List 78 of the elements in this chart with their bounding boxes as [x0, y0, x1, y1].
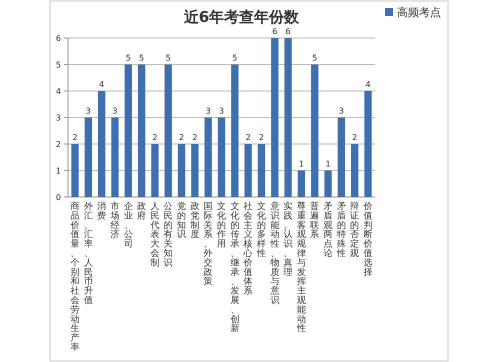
- x-tick-label: 实践、认识、真理: [284, 201, 293, 278]
- data-label: 2: [246, 133, 251, 142]
- bar: [178, 144, 186, 197]
- bar: [204, 118, 212, 197]
- legend-label: 高频考点: [397, 6, 441, 19]
- category-label: 文化的传承、继承、发展、创新: [230, 202, 240, 334]
- data-label: 5: [232, 54, 238, 62]
- x-tick-label: 矛盾观两点论: [324, 201, 333, 259]
- data-label: 2: [72, 133, 78, 142]
- bar: [138, 64, 146, 197]
- bar: [124, 64, 132, 197]
- category-label: 意识能动性、物质与意识: [270, 202, 280, 306]
- data-label: 2: [178, 133, 184, 142]
- data-label: 3: [112, 106, 118, 116]
- category-label: 商品价值量、个别和社会劳动生产率: [70, 202, 80, 353]
- data-label: 3: [218, 106, 224, 116]
- bar: [151, 144, 159, 197]
- x-tick-label: 文化的多样性: [256, 201, 266, 259]
- bar: [311, 64, 318, 197]
- bar: [324, 170, 332, 197]
- data-label: 2: [258, 133, 264, 142]
- category-label: 社会主义核心价值体系: [244, 202, 253, 297]
- y-tick-label: 3: [56, 114, 61, 122]
- bar: [351, 144, 358, 197]
- data-label: 4: [365, 80, 371, 89]
- x-tick-label: 人民代表大会制: [149, 201, 160, 268]
- x-tick-label: 政党制度: [190, 201, 200, 240]
- data-label: 2: [152, 133, 158, 142]
- x-tick-label: 企业、公司: [124, 201, 133, 250]
- x-tick-label: 政府: [137, 201, 146, 222]
- data-label: 5: [312, 54, 318, 62]
- data-label: 5: [139, 54, 144, 62]
- bar: [231, 64, 238, 197]
- x-tick-label: 矛盾的特殊性: [336, 201, 346, 259]
- x-tick-label: 辩证的否定观: [350, 201, 360, 259]
- bar: [218, 118, 226, 197]
- data-label: 5: [126, 54, 131, 62]
- y-tick-label: 4: [56, 87, 61, 96]
- bar: [191, 144, 199, 197]
- data-label: 4: [99, 80, 104, 89]
- x-tick-label: 价值判断价值选择: [362, 201, 373, 278]
- bar: [258, 144, 266, 197]
- x-tick-label: 文化的作用: [216, 201, 226, 250]
- x-tick-label: 公民的有关知识: [164, 201, 173, 268]
- bar: [98, 91, 106, 197]
- bar: [164, 64, 172, 197]
- data-label: 6: [272, 27, 278, 36]
- bar: [298, 170, 306, 197]
- bar: [338, 118, 346, 197]
- category-label: 外汇、汇率、人民币升值: [84, 202, 93, 306]
- data-label: 2: [352, 133, 358, 142]
- bar: [71, 144, 79, 197]
- bar: [284, 38, 292, 197]
- x-tick-label: 市场经济: [109, 201, 120, 240]
- y-tick-label: 6: [56, 34, 61, 43]
- y-tick-label: 2: [56, 140, 61, 149]
- category-label: 尊重客观规律与发挥主观能动性: [296, 202, 306, 334]
- chart-title: 近6年考查年份数: [182, 8, 300, 26]
- category-label: 国际关系、外交政策: [204, 202, 213, 288]
- data-label: 3: [338, 106, 344, 116]
- x-tick-label: 消费: [97, 201, 106, 222]
- y-tick-label: 0: [56, 193, 61, 202]
- y-tick-label: 5: [56, 60, 61, 70]
- y-tick-label: 1: [56, 166, 61, 176]
- data-label: 6: [286, 27, 291, 36]
- data-label: 1: [298, 160, 304, 168]
- data-label: 1: [326, 160, 331, 168]
- bar: [271, 38, 278, 197]
- data-label: 5: [166, 54, 171, 62]
- data-label: 2: [192, 133, 198, 142]
- x-tick-label: 普遍联系: [310, 201, 320, 240]
- data-label: 3: [206, 106, 211, 116]
- bar: [84, 118, 92, 197]
- data-label: 3: [86, 106, 91, 116]
- bar: [364, 91, 372, 197]
- x-tick-label: 党的知识: [177, 201, 186, 240]
- bar: [111, 118, 119, 197]
- bar: [244, 144, 252, 197]
